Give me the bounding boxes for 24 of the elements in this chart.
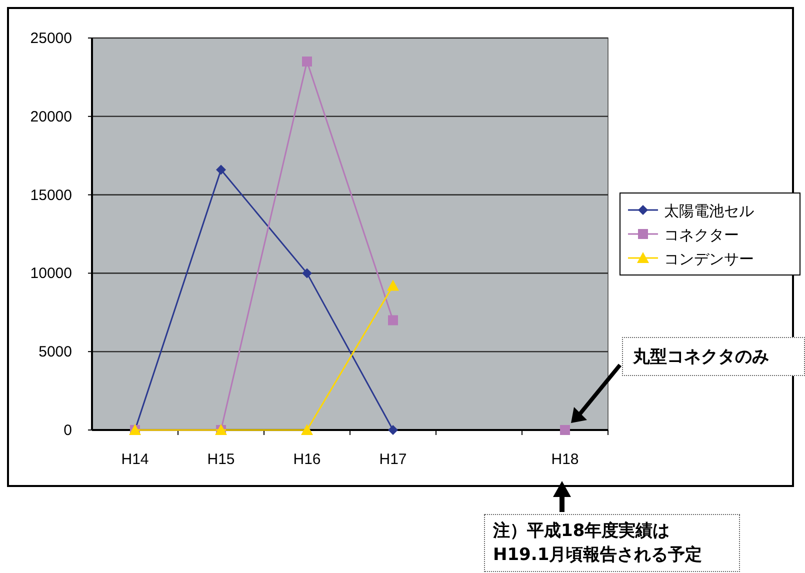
point: [302, 56, 312, 67]
y-tick-label: 20000: [30, 108, 72, 126]
legend-label: コネクター: [664, 226, 739, 244]
x-tick-label: H18: [551, 451, 579, 468]
x-tick-label: H16: [293, 451, 321, 468]
y-tick-label: 5000: [38, 344, 72, 361]
point: [216, 164, 226, 175]
text: 丸型コネクタのみ: [622, 337, 805, 376]
legend-label: コンデンサー: [664, 250, 754, 268]
point: [302, 268, 312, 278]
point: [388, 425, 398, 435]
x-tick-label: H15: [207, 451, 235, 468]
point: [301, 424, 313, 435]
point: [388, 315, 398, 326]
x-tick-label: H17: [379, 451, 407, 468]
point: [560, 425, 570, 435]
y-tick-label: 10000: [30, 265, 72, 282]
legend-label: 太陽電池セル: [664, 202, 754, 220]
text: 注）平成18年度実績はH19.1月頃報告される予定: [484, 514, 740, 572]
y-tick-label: 25000: [30, 30, 72, 47]
y-tick-label: 15000: [30, 186, 72, 204]
y-tick-label: 0: [64, 422, 72, 439]
point: [387, 280, 399, 291]
x-tick-label: H14: [121, 451, 149, 468]
